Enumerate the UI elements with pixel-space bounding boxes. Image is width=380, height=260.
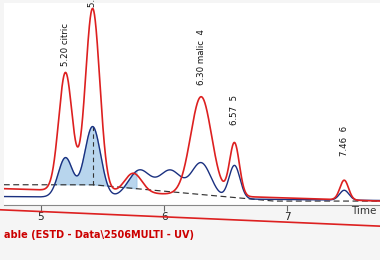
Text: 6.30 malic  4: 6.30 malic 4 — [197, 29, 206, 85]
Text: 5.42 tartaric: 5.42 tartaric — [88, 0, 97, 6]
Text: 5.20 citric: 5.20 citric — [61, 23, 70, 66]
Text: 7.46  6: 7.46 6 — [340, 126, 349, 156]
Text: 6.57  5: 6.57 5 — [230, 95, 239, 125]
Text: able (ESTD - Data\2506MULTI - UV): able (ESTD - Data\2506MULTI - UV) — [4, 230, 194, 241]
Text: Time: Time — [351, 206, 376, 216]
